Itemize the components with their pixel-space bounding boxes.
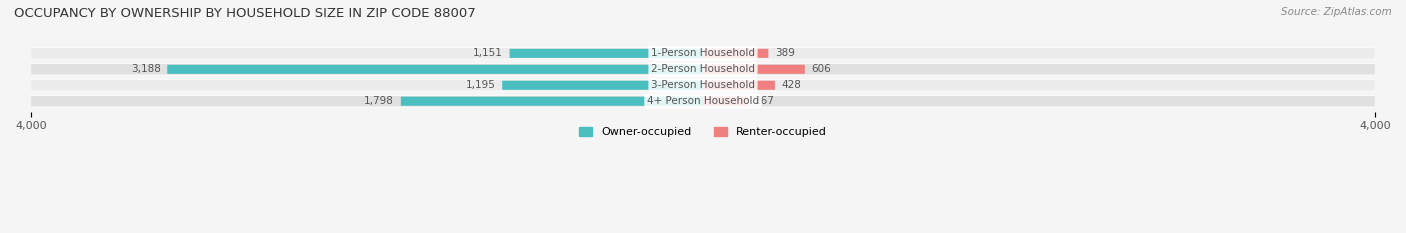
FancyBboxPatch shape bbox=[703, 65, 804, 74]
Text: 267: 267 bbox=[755, 96, 775, 106]
Text: 389: 389 bbox=[775, 48, 794, 58]
FancyBboxPatch shape bbox=[502, 81, 703, 90]
FancyBboxPatch shape bbox=[31, 48, 1375, 59]
Legend: Owner-occupied, Renter-occupied: Owner-occupied, Renter-occupied bbox=[575, 123, 831, 142]
Text: 3-Person Household: 3-Person Household bbox=[651, 80, 755, 90]
FancyBboxPatch shape bbox=[703, 81, 775, 90]
Text: 606: 606 bbox=[811, 64, 831, 74]
Text: 1-Person Household: 1-Person Household bbox=[651, 48, 755, 58]
FancyBboxPatch shape bbox=[703, 97, 748, 106]
Text: 2-Person Household: 2-Person Household bbox=[651, 64, 755, 74]
Text: OCCUPANCY BY OWNERSHIP BY HOUSEHOLD SIZE IN ZIP CODE 88007: OCCUPANCY BY OWNERSHIP BY HOUSEHOLD SIZE… bbox=[14, 7, 475, 20]
FancyBboxPatch shape bbox=[509, 49, 703, 58]
FancyBboxPatch shape bbox=[401, 97, 703, 106]
Text: Source: ZipAtlas.com: Source: ZipAtlas.com bbox=[1281, 7, 1392, 17]
Text: 1,151: 1,151 bbox=[472, 48, 503, 58]
Text: 4+ Person Household: 4+ Person Household bbox=[647, 96, 759, 106]
Text: 1,195: 1,195 bbox=[465, 80, 495, 90]
Text: 1,798: 1,798 bbox=[364, 96, 394, 106]
Text: 428: 428 bbox=[782, 80, 801, 90]
FancyBboxPatch shape bbox=[31, 96, 1375, 107]
FancyBboxPatch shape bbox=[703, 49, 768, 58]
Text: 3,188: 3,188 bbox=[131, 64, 160, 74]
FancyBboxPatch shape bbox=[31, 80, 1375, 91]
FancyBboxPatch shape bbox=[167, 65, 703, 74]
FancyBboxPatch shape bbox=[31, 64, 1375, 75]
